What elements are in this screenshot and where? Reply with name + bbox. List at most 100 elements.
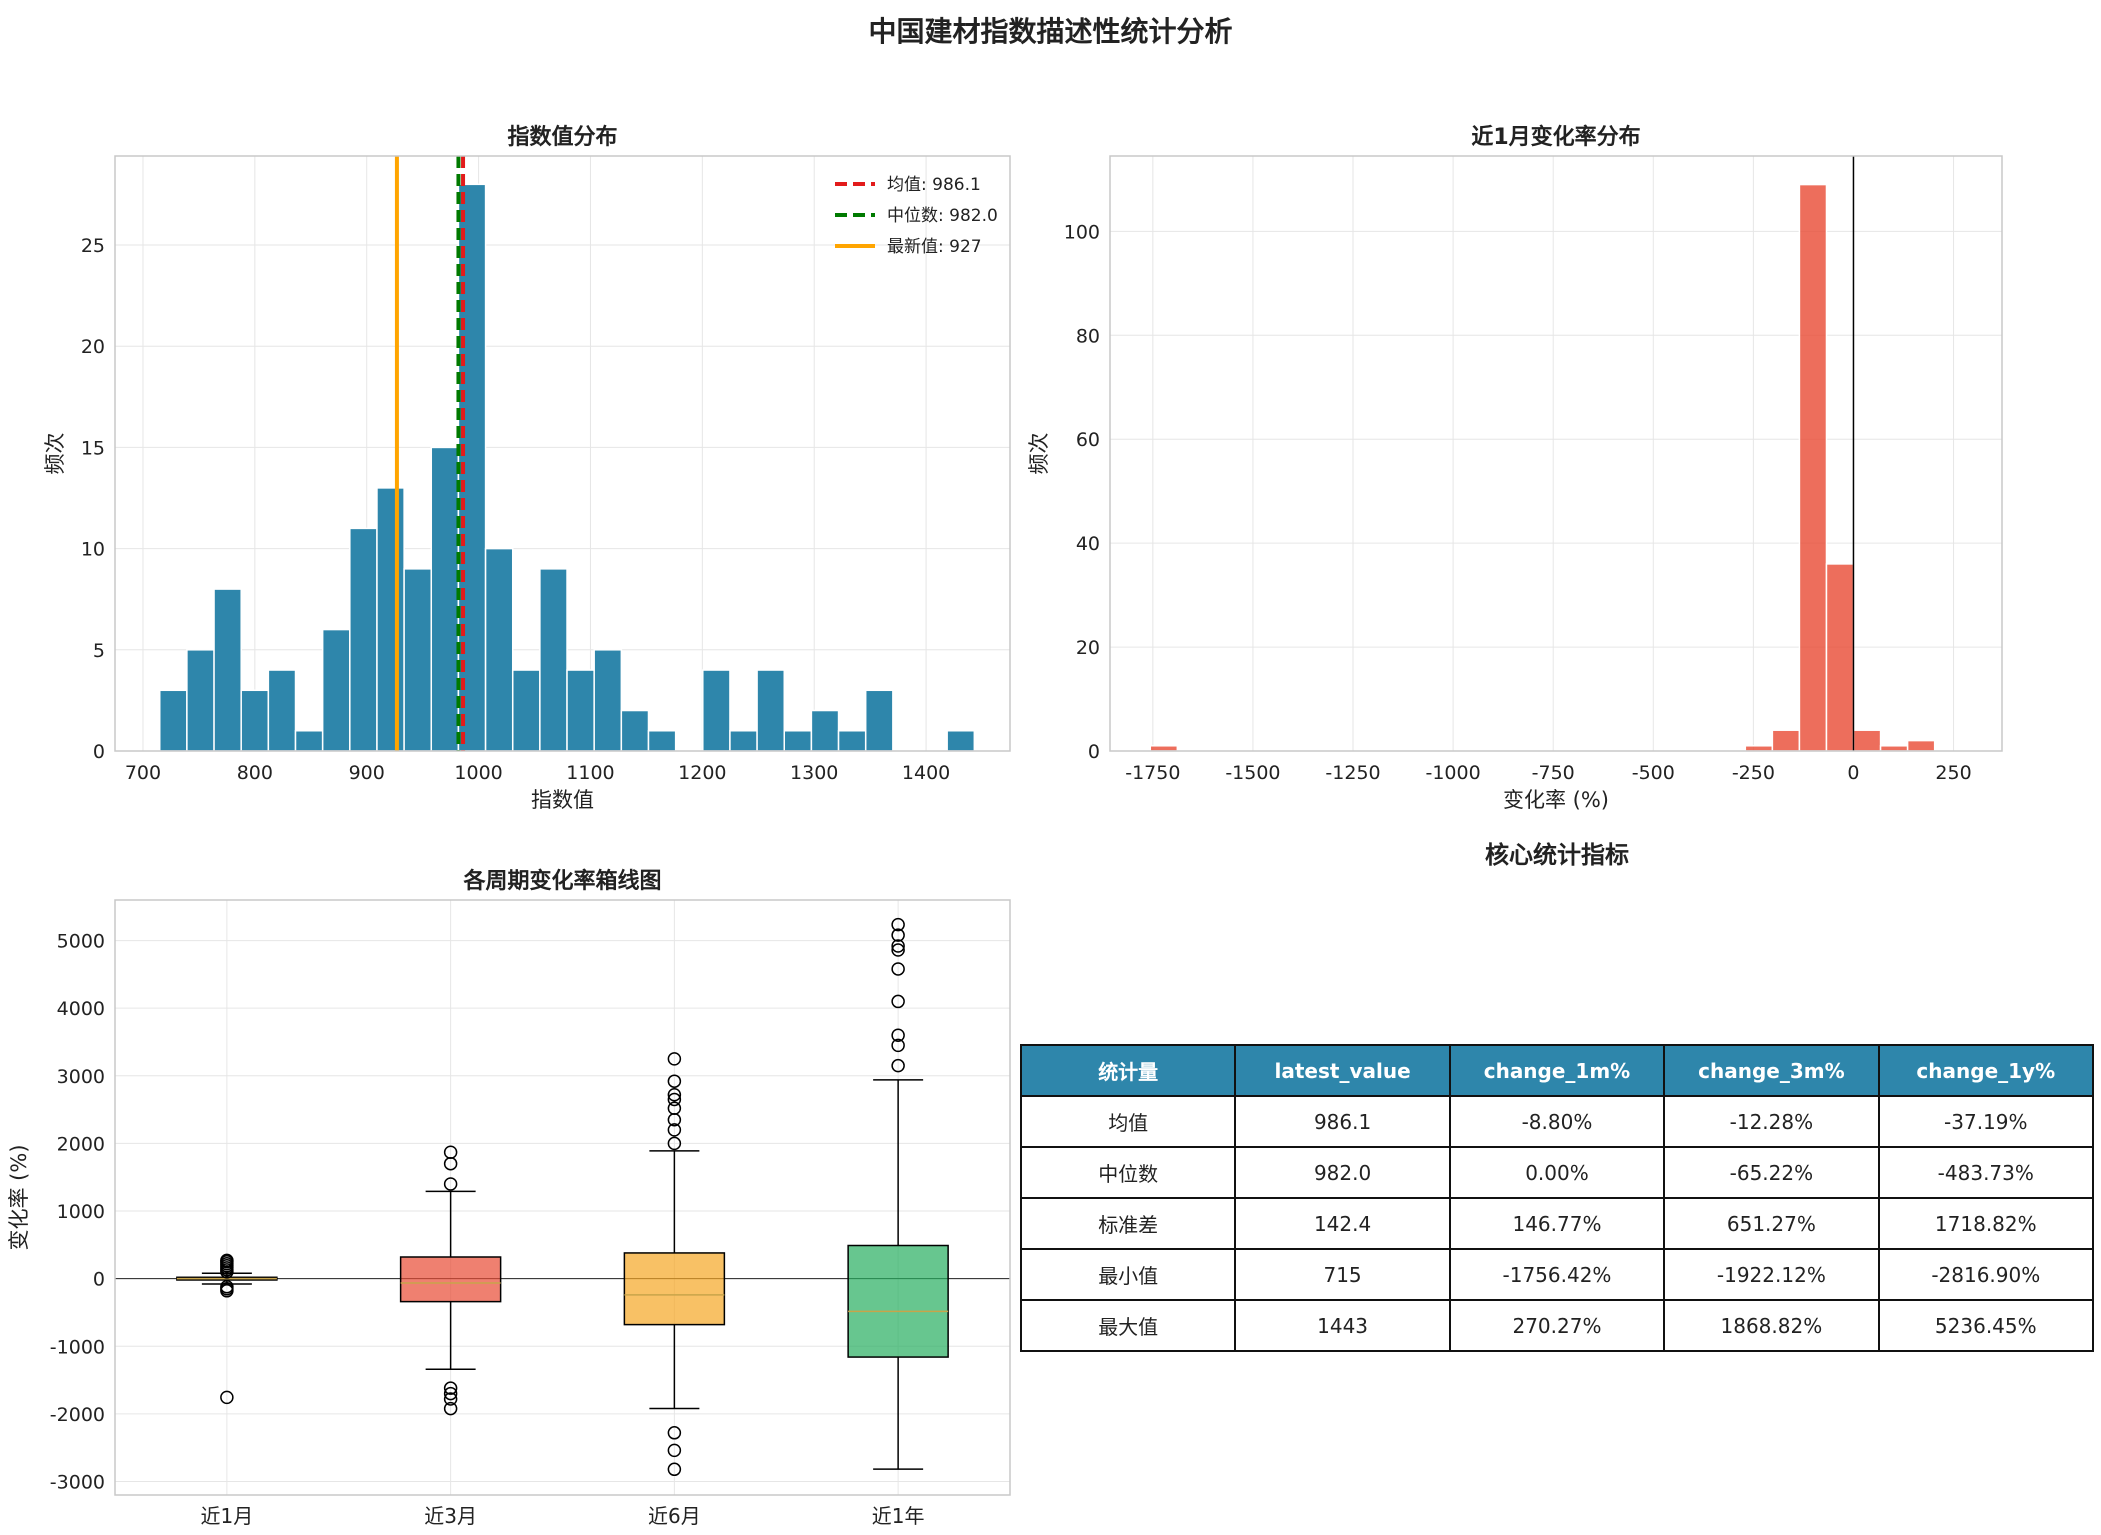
histogram-bar <box>756 669 785 752</box>
table-header-row: 统计量 latest_value change_1m% change_3m% c… <box>1019 1044 2095 1097</box>
table-cell: 标准差 <box>1019 1197 1237 1250</box>
outlier-point <box>667 1443 682 1458</box>
x-tick-label: 1200 <box>678 762 726 784</box>
table-cell: 中位数 <box>1019 1146 1237 1199</box>
x-tick-label: -1750 <box>1125 762 1180 784</box>
table-cell: 1718.82% <box>1877 1197 2095 1250</box>
table-header-cell: 统计量 <box>1019 1044 1237 1097</box>
table-cell: 均值 <box>1019 1095 1237 1148</box>
histogram-bar <box>186 649 215 752</box>
box <box>399 1256 502 1303</box>
y-tick-label: 60 <box>1076 429 1100 451</box>
outlier-point <box>891 943 905 957</box>
outlier-point <box>667 1123 682 1137</box>
outlier-point <box>891 1038 905 1053</box>
legend-label: 最新值: 927 <box>887 237 982 257</box>
table-cell: -8.80% <box>1448 1095 1666 1148</box>
table-cell: -37.19% <box>1877 1095 2095 1148</box>
chart-title: 指数值分布 <box>507 124 617 150</box>
change-1m-histogram-chart: -1750 -1500 -1250 -1000 -750 -500 -250 0 250 0 20 4… <box>1027 124 2003 812</box>
table-cell: 715 <box>1234 1248 1451 1301</box>
y-tick-label: -2000 <box>50 1404 105 1426</box>
histogram-bar <box>430 446 460 752</box>
table-cell: 146.77% <box>1448 1197 1666 1250</box>
histogram-bar <box>566 669 595 752</box>
histogram-bar <box>484 547 514 752</box>
plot-border <box>114 155 1011 752</box>
table-cell: 5236.45% <box>1877 1299 2095 1352</box>
table-cell: 最大值 <box>1019 1299 1237 1352</box>
outlier-point <box>667 1426 682 1440</box>
y-tick-label: 40 <box>1076 533 1100 555</box>
histogram-bar <box>702 669 731 752</box>
outlier-point <box>220 1280 234 1294</box>
y-tick-label: 0 <box>1088 741 1100 763</box>
box <box>623 1252 726 1326</box>
histogram-bar <box>1744 745 1774 752</box>
histogram-bar <box>159 689 188 752</box>
table-row: 最小值 715 -1756.42% -1922.12% -2816.90% <box>1019 1248 2095 1301</box>
table-cell: -12.28% <box>1663 1095 1880 1148</box>
x-tick-label: 900 <box>349 762 385 784</box>
table-cell: -483.73% <box>1877 1146 2095 1199</box>
table-cell: -2816.90% <box>1877 1248 2095 1301</box>
y-tick-label: 5000 <box>57 931 105 953</box>
y-tick-label: 20 <box>81 336 105 358</box>
y-tick-label: 5 <box>93 640 105 662</box>
y-tick-label: 100 <box>1064 221 1100 243</box>
y-tick-label: 20 <box>1076 637 1100 659</box>
table-cell: -1756.42% <box>1448 1248 1666 1301</box>
x-tick-label: 0 <box>1847 762 1859 784</box>
stats-table: 统计量 latest_value change_1m% change_3m% c… <box>1019 1044 2095 1352</box>
table-cell: 651.27% <box>1663 1197 1880 1250</box>
chart-title: 近1月变化率分布 <box>1471 124 1640 150</box>
histogram-bar <box>321 628 351 752</box>
table-cell: 142.4 <box>1234 1197 1451 1250</box>
outlier-point <box>667 1092 682 1107</box>
outlier-point <box>443 1392 458 1406</box>
x-tick-label: 700 <box>125 762 161 784</box>
table-cell: -1922.12% <box>1663 1248 1880 1301</box>
outlier-point <box>891 928 905 942</box>
histogram-bar <box>1879 745 1909 752</box>
period-boxplot-chart: -3000 -2000 -1000 0 1000 2000 3000 4000 5000 各周期变… <box>7 868 1011 1528</box>
table-header-cell: change_1m% <box>1448 1044 1666 1097</box>
table-header-cell: change_1y% <box>1877 1044 2095 1097</box>
x-axis-label: 变化率 (%) <box>1503 788 1609 812</box>
histogram-bar <box>946 730 976 752</box>
box <box>847 1244 949 1358</box>
histogram-bar <box>403 568 433 752</box>
plot-border <box>1109 155 2003 752</box>
outlier-point <box>220 1390 234 1405</box>
outlier-point <box>891 962 905 976</box>
x-tick-label: 250 <box>1935 762 1971 784</box>
y-tick-label: 15 <box>81 437 105 459</box>
y-axis-label: 频次 <box>1027 433 1051 475</box>
outlier-point <box>443 1401 458 1416</box>
histogram-bar <box>240 689 270 752</box>
y-tick-label: 10 <box>81 539 105 561</box>
x-tick-label: 800 <box>237 762 273 784</box>
table-cell: 1868.82% <box>1663 1299 1880 1352</box>
histogram-bar <box>376 487 405 752</box>
outlier-point <box>891 1058 905 1073</box>
x-tick-label: -1000 <box>1425 762 1480 784</box>
table-row: 中位数 982.0 0.00% -65.22% -483.73% <box>1019 1146 2095 1199</box>
y-tick-label: -3000 <box>50 1471 105 1493</box>
x-axis-label: 指数值 <box>531 788 594 812</box>
y-tick-label: 3000 <box>57 1066 105 1088</box>
table-title: 核心统计指标 <box>1485 841 1629 869</box>
x-tick-label: 1000 <box>454 762 502 784</box>
x-tick-label: 近1月 <box>201 1504 254 1528</box>
table-row: 均值 986.1 -8.80% -12.28% -37.19% <box>1019 1095 2095 1148</box>
histogram-bar <box>539 568 568 752</box>
y-tick-label: -1000 <box>50 1336 105 1358</box>
histogram-bar <box>1906 739 1936 752</box>
table-cell: 270.27% <box>1448 1299 1666 1352</box>
y-tick-label: 25 <box>81 235 105 257</box>
legend-label: 中位数: 982.0 <box>887 206 998 226</box>
histogram-bar <box>267 669 297 752</box>
plot-border <box>114 899 1011 1496</box>
histogram-bar <box>511 669 541 752</box>
